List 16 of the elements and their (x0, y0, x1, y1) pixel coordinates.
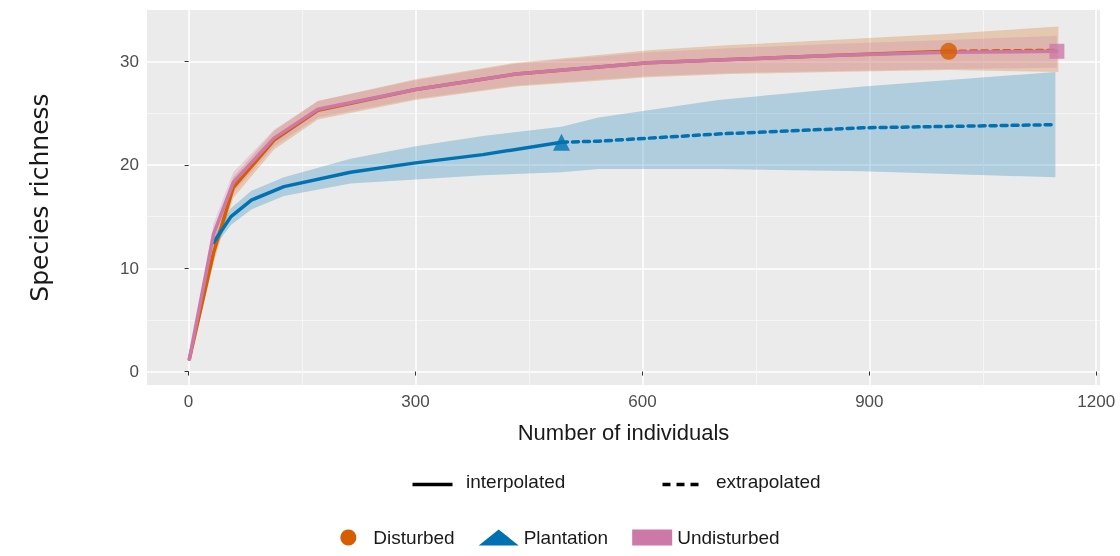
x-tick-label: 300 (401, 392, 430, 411)
legend-label: Disturbed (373, 527, 455, 548)
y-tick-label: 30 (120, 52, 139, 72)
x-tick-label: 1200 (1077, 392, 1116, 411)
x-tick-label: 600 (628, 392, 657, 411)
x-axis-title: Number of individuals (517, 419, 730, 445)
x-tick-label: 900 (855, 392, 884, 411)
y-tick-label: 10 (120, 258, 139, 278)
text: interpolated (466, 471, 566, 492)
x-tick-label: 0 (183, 392, 194, 411)
text: extrapolated (716, 471, 821, 492)
y-axis-title: Species richness (25, 93, 54, 302)
y-tick-label: 20 (120, 155, 139, 175)
y-tick-label: 0 (129, 362, 139, 382)
legend-label: Plantation (523, 527, 609, 548)
legend-label: Undisturbed (677, 527, 780, 548)
